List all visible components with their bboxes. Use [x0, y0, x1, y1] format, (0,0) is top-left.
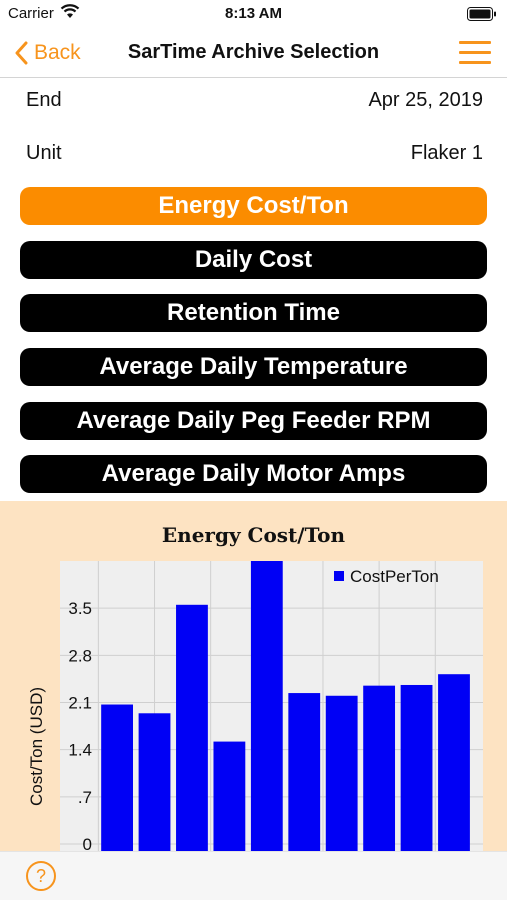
back-button[interactable]: Back [14, 38, 81, 68]
unit-row[interactable]: Unit Flaker 1 [26, 139, 483, 167]
carrier-label: Carrier [8, 5, 54, 22]
unit-value: Flaker 1 [410, 141, 483, 164]
bar [325, 695, 358, 851]
chart-title: Energy Cost/Ton [161, 523, 346, 547]
bar [101, 704, 133, 851]
bar [213, 741, 246, 851]
help-icon[interactable]: ? [26, 861, 56, 891]
bar [400, 684, 433, 851]
y-tick-label: 1.4 [68, 741, 92, 760]
bar-chart: 0 .7 1.4 2.1 2.8 3.5 CostPerTon [60, 561, 483, 851]
bar [363, 685, 396, 851]
end-date-value: Apr 25, 2019 [368, 88, 483, 111]
average-daily-motor-amps-button[interactable]: Average Daily Motor Amps [20, 455, 487, 493]
average-daily-temperature-button[interactable]: Average Daily Temperature [20, 348, 487, 386]
y-tick-label: 0 [83, 835, 92, 851]
menu-icon[interactable] [459, 40, 491, 66]
battery-icon [467, 7, 497, 26]
daily-cost-button[interactable]: Daily Cost [20, 241, 487, 279]
bar [288, 693, 321, 851]
status-bar: Carrier 8:13 AM [0, 0, 507, 28]
page-title: SarTime Archive Selection [127, 41, 380, 63]
unit-label: Unit [26, 141, 62, 164]
wifi-icon [60, 4, 80, 25]
bar [138, 713, 171, 851]
bar [438, 674, 470, 851]
energy-cost-per-ton-button[interactable]: Energy Cost/Ton [20, 187, 487, 225]
bar [250, 561, 283, 851]
legend-swatch [334, 571, 344, 581]
navigation-bar: Back SarTime Archive Selection [0, 28, 507, 78]
y-tick-label: 2.1 [68, 694, 92, 713]
end-date-label: End [26, 88, 62, 111]
y-tick-label: 2.8 [68, 646, 92, 665]
chevron-left-icon [15, 41, 28, 65]
legend-label: CostPerTon [350, 567, 439, 586]
average-daily-peg-feeder-rpm-button[interactable]: Average Daily Peg Feeder RPM [20, 402, 487, 440]
status-time: 8:13 AM [225, 5, 282, 22]
chart-panel: Energy Cost/Ton Cost/Ton (USD) 0.7 1.4 2.1… [0, 501, 507, 851]
bottom-toolbar: ? [0, 851, 507, 900]
back-label: Back [34, 41, 81, 64]
bar [176, 604, 208, 851]
retention-time-button[interactable]: Retention Time [20, 294, 487, 332]
y-tick-label: .7 [78, 788, 92, 807]
end-date-row[interactable]: End Apr 25, 2019 [26, 86, 483, 114]
y-tick-label: 3.5 [68, 599, 92, 618]
